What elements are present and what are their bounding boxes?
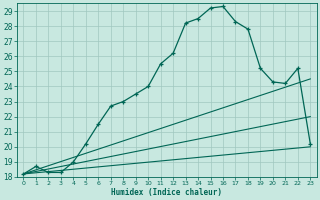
X-axis label: Humidex (Indice chaleur): Humidex (Indice chaleur) [111, 188, 222, 197]
